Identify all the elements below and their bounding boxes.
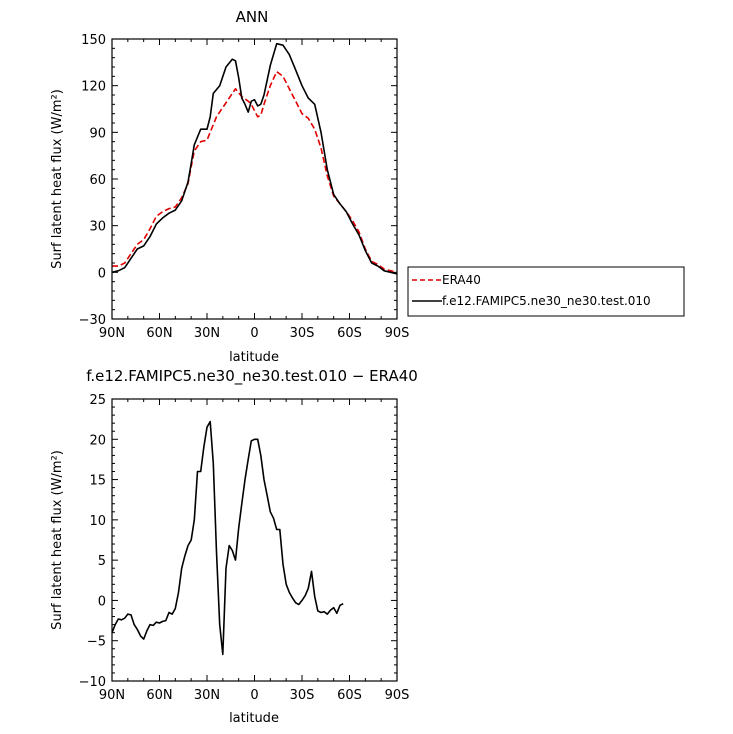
top-x-tick-label: 30N	[194, 326, 220, 341]
top-x-tick-label: 0	[250, 326, 258, 341]
bottom-gridlines: 90N 60N 30N 0 30S 60S 90S −10 −5 0 5 10 15 20 25	[79, 393, 410, 703]
top-series-line-0	[112, 70, 398, 274]
legend: ERA40 f.e12.FAMIPC5.ne30_ne30.test.010	[407, 266, 685, 317]
top-panel: ANN 90N 60N 30N 0 30S 60S 90S−300306090120150 …	[50, 8, 685, 365]
top-x-tick-label: 60S	[337, 326, 362, 341]
top-panel-title: ANN	[236, 8, 269, 26]
bottom-series-line-0	[111, 420, 344, 656]
bottom-x-tick-label: 30S	[290, 688, 315, 703]
bottom-y-axis-label: Surf latent heat flux (W/m²)	[50, 450, 65, 630]
top-y-tick-label: 90	[89, 126, 106, 141]
bottom-y-tick-label: −5	[87, 635, 106, 650]
top-series-group	[111, 42, 398, 275]
top-series-line-1	[111, 42, 398, 275]
bottom-x-tick-label: 60S	[337, 688, 362, 703]
top-gridlines: 90N 60N 30N 0 30S 60S 90S −30 0 30 60 90 120 150	[79, 33, 410, 341]
bottom-y-tick-label: 5	[98, 554, 106, 569]
legend-box	[407, 266, 685, 317]
bottom-x-axis-label: latitude	[229, 711, 279, 726]
top-y-tick-label: 0	[98, 266, 106, 281]
top-x-tick-label: 90S	[385, 326, 410, 341]
top-x-tick-label: 60N	[146, 326, 172, 341]
top-y-tick-label: 60	[89, 173, 106, 188]
top-y-tick-label: 120	[81, 80, 106, 95]
bottom-panel: f.e12.FAMIPC5.ne30_ne30.test.010 − ERA40…	[50, 367, 418, 726]
top-y-tick-label: 150	[81, 33, 106, 48]
bottom-x-tick-label: 90N	[99, 688, 125, 703]
bottom-y-tick-label: 20	[89, 433, 106, 448]
bottom-x-tick-label: 90S	[385, 688, 410, 703]
bottom-y-tick-label: 0	[98, 594, 106, 609]
bottom-y-tick-label: 10	[89, 514, 106, 529]
top-x-tick-label: 90N	[99, 326, 125, 341]
bottom-x-tick-label: 60N	[146, 688, 172, 703]
top-x-axis-label: latitude	[229, 350, 279, 365]
bottom-y-tick-label: −10	[79, 675, 106, 690]
top-x-tick-label: 30S	[290, 326, 315, 341]
bottom-series-group	[111, 420, 344, 656]
top-plot-frame	[111, 38, 398, 320]
bottom-y-tick-label: 15	[89, 474, 106, 489]
bottom-x-tick-label: 0	[250, 688, 258, 703]
bottom-plot-frame	[111, 398, 398, 682]
top-y-tick-label: 30	[89, 220, 106, 235]
legend-label-model: f.e12.FAMIPC5.ne30_ne30.test.010	[442, 294, 651, 308]
bottom-y-tick-label: 25	[89, 393, 106, 408]
bottom-x-tick-label: 30N	[194, 688, 220, 703]
top-y-tick-label: −30	[79, 313, 106, 328]
legend-label-era40: ERA40	[442, 273, 481, 287]
top-y-axis-label: Surf latent heat flux (W/m²)	[50, 89, 65, 269]
bottom-panel-title: f.e12.FAMIPC5.ne30_ne30.test.010 − ERA40	[86, 367, 418, 386]
